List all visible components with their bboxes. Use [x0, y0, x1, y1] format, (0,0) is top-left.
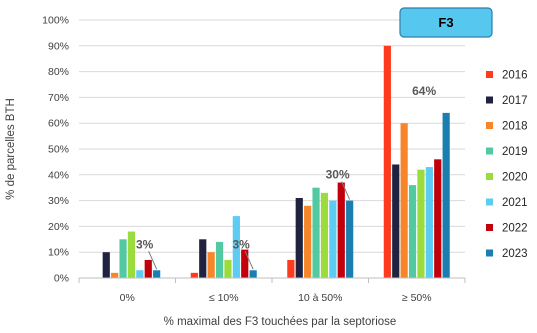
legend-label: 2018 [502, 121, 528, 133]
y-axis-ticks: 0% 10% 20% 30% 40% 50% 60% 70% 80% 90% 100% [42, 15, 69, 285]
y-tick-label: 0% [54, 273, 69, 285]
bar-2018 [111, 272, 119, 278]
x-tick-label: ≤ 10% [209, 292, 239, 304]
annotation-label: 3% [232, 237, 250, 251]
bar-2020 [224, 259, 232, 278]
y-tick-label: 50% [48, 144, 69, 156]
title-badge-box [399, 7, 493, 38]
bar-2023 [442, 112, 450, 278]
bar-2022 [434, 159, 442, 278]
y-tick-label: 90% [48, 40, 69, 52]
x-tick-label: 0% [120, 292, 135, 304]
annotation-label: 3% [136, 237, 154, 251]
bar-2019 [215, 241, 224, 278]
bar-2016 [287, 259, 295, 278]
annotation-label: 30% [326, 168, 350, 182]
legend-swatch [486, 71, 493, 78]
y-tick-label: 10% [48, 247, 69, 259]
legend-label: 2022 [502, 223, 528, 235]
y-tick-label: 70% [48, 92, 69, 104]
bar-2017 [102, 252, 110, 278]
x-axis-title: % maximal des F3 touchées par la septori… [164, 316, 397, 328]
legend-label: 2019 [502, 146, 528, 158]
legend-label: 2023 [502, 248, 528, 260]
legend-label: 2017 [502, 95, 528, 107]
legend: 2016 2017 2018 2019 2020 2021 2022 2023 [486, 70, 528, 260]
bar-2023 [346, 200, 354, 278]
legend-swatch [486, 96, 493, 104]
y-tick-label: 20% [48, 221, 69, 233]
legend-swatch [486, 249, 493, 257]
bar-2022 [144, 259, 152, 278]
bar-2017 [295, 198, 303, 278]
bar-2023 [249, 270, 257, 278]
legend-label: 2021 [502, 197, 528, 209]
annotation-leader [341, 181, 351, 200]
bar-2019 [312, 187, 320, 278]
bar-2019 [408, 185, 417, 278]
bar-2018 [207, 252, 215, 278]
bar-2022 [337, 182, 345, 278]
bar-2021 [425, 167, 433, 278]
bar-2018 [400, 123, 408, 278]
legend-swatch [486, 122, 493, 129]
x-axis-ticks: 0% ≤ 10% 10 à 50% ≥ 50% [78, 278, 466, 304]
y-tick-label: 30% [48, 195, 69, 207]
bar-2020 [417, 169, 425, 278]
bar-2021 [232, 216, 240, 278]
bar-2022 [241, 249, 249, 278]
chart-title: F3 [438, 15, 453, 30]
y-tick-label: 100% [42, 15, 69, 27]
legend-swatch [486, 198, 493, 206]
annotation-connectors [148, 181, 351, 270]
y-tick-label: 40% [48, 169, 69, 181]
bar-2017 [199, 239, 207, 278]
bar-2021 [136, 270, 144, 278]
legend-label: 2020 [502, 172, 528, 184]
bar-2016 [190, 272, 198, 278]
bar-2019 [119, 239, 127, 278]
x-tick-label: ≥ 50% [402, 292, 432, 304]
chart-title-badge: F3 [399, 7, 493, 38]
legend-swatch [486, 173, 493, 180]
bar-2018 [304, 205, 312, 278]
y-tick-label: 60% [48, 118, 69, 130]
bar-2023 [153, 270, 161, 278]
bar-2020 [320, 192, 329, 278]
y-axis-title: % de parcelles BTH [5, 98, 17, 200]
annotation-leader [244, 251, 254, 270]
y-tick-label: 80% [48, 66, 69, 78]
legend-swatch [486, 147, 493, 155]
bar-2020 [127, 231, 136, 278]
bars [102, 45, 450, 278]
x-tick-label: 10 à 50% [298, 292, 342, 304]
annotation-label: 64% [412, 84, 436, 98]
bar-2017 [392, 164, 400, 278]
legend-label: 2016 [502, 70, 528, 82]
bar-2016 [383, 45, 391, 278]
legend-swatch [486, 224, 493, 231]
annotations: 3% 3% 30% 64% [136, 84, 437, 251]
annotation-leader [148, 251, 158, 270]
bar-2021 [329, 200, 337, 278]
